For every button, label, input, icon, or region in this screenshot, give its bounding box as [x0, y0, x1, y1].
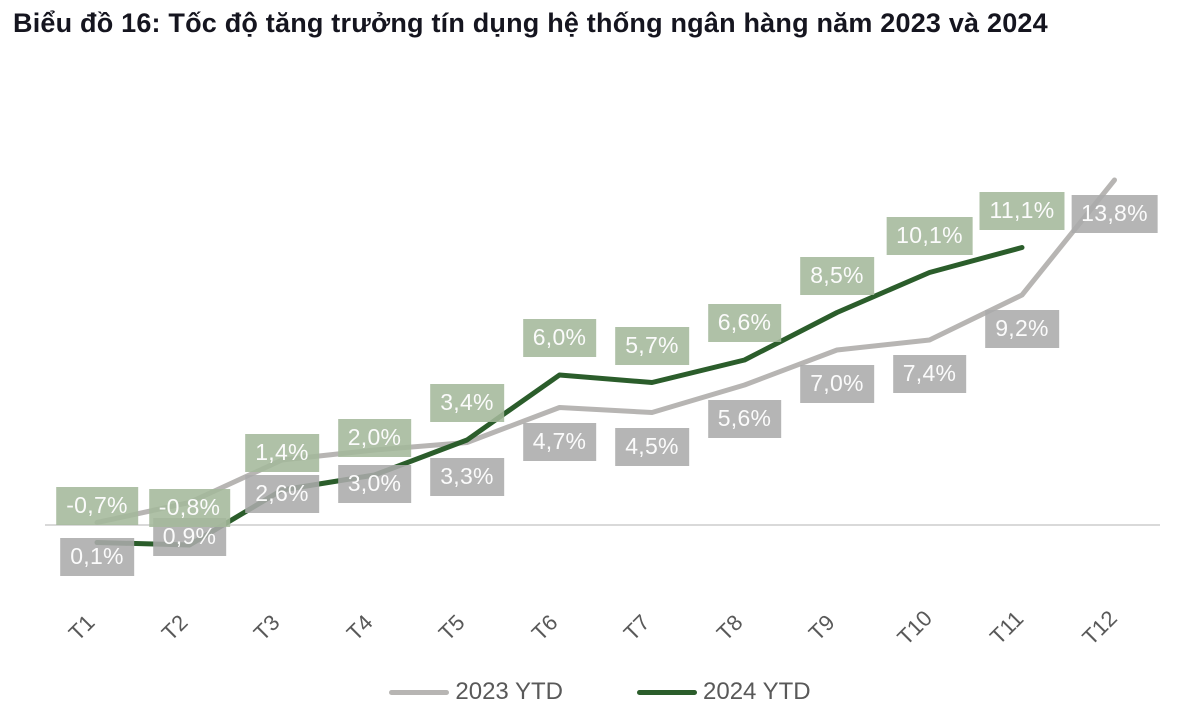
- data-label: 10,1%: [886, 216, 973, 255]
- data-label: 1,4%: [245, 434, 319, 472]
- data-label: 3,0%: [337, 465, 412, 503]
- legend-swatch-2023-icon: [389, 689, 450, 695]
- data-label: 7,4%: [892, 355, 967, 393]
- legend-label-2024: 2024 YTD: [703, 678, 811, 705]
- chart-title: Biểu đồ 16: Tốc độ tăng trưởng tín dụng …: [13, 8, 1048, 38]
- data-label: 8,5%: [800, 256, 874, 295]
- data-label: 3,4%: [430, 384, 504, 422]
- data-label: 9,2%: [985, 310, 1059, 348]
- data-label: 4,7%: [522, 422, 597, 461]
- data-label: 2,0%: [337, 419, 412, 457]
- legend-swatch-2024-icon: [637, 689, 697, 695]
- data-label: -0,8%: [148, 489, 231, 527]
- data-label: 0,1%: [60, 537, 134, 576]
- data-label: 5,7%: [615, 326, 689, 365]
- legend-label-2023: 2023 YTD: [455, 678, 563, 705]
- data-label: 5,6%: [707, 400, 782, 438]
- data-label: 11,1%: [979, 191, 1065, 230]
- data-label: 4,5%: [615, 427, 689, 466]
- legend-item-2024[interactable]: 2024 YTD: [637, 678, 811, 706]
- data-label: -0,7%: [56, 486, 138, 525]
- data-label: 6,6%: [707, 304, 782, 342]
- data-label: 3,3%: [430, 457, 504, 496]
- series-line-2024-ytd[interactable]: [94, 245, 1025, 548]
- data-label: 7,0%: [800, 365, 874, 403]
- data-label: 13,8%: [1071, 195, 1158, 233]
- legend-item-2023[interactable]: 2023 YTD: [389, 678, 563, 706]
- data-label: 6,0%: [522, 319, 597, 357]
- data-label: 2,6%: [245, 475, 319, 513]
- chart-legend: 2023 YTD 2024 YTD: [0, 678, 1200, 706]
